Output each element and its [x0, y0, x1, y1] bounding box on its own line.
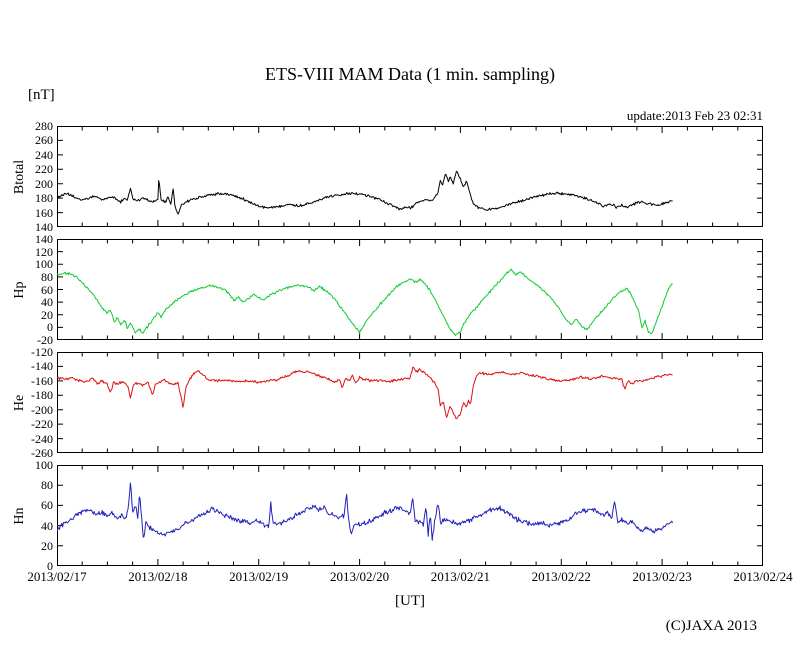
y-tick-label: 200 [35, 176, 53, 191]
y-tick-label: 80 [41, 269, 53, 284]
axis-ticks [58, 240, 762, 339]
x-tick-label: 2013/02/24 [733, 569, 793, 584]
y-unit-label: [nT] [28, 87, 55, 103]
y-tick-label: 220 [35, 162, 53, 177]
x-tick-label: 2013/02/19 [229, 569, 289, 584]
panel-border [57, 239, 763, 340]
x-tick-label: 2013/02/20 [329, 569, 390, 584]
update-timestamp: update:2013 Feb 23 02:31 [626, 108, 763, 123]
y-tick-label: 140 [35, 220, 53, 234]
series-hp [57, 268, 673, 336]
panel-ylabel-hp: Hp [12, 280, 27, 299]
y-tick-label: 0 [47, 320, 53, 335]
series-btotal [57, 170, 673, 215]
y-tick-label: 20 [41, 307, 53, 322]
panel-btotal-plot [57, 126, 763, 227]
y-tick-label: 20 [41, 538, 53, 553]
y-tick-label: 280 [35, 119, 53, 133]
y-tick-label: -180 [31, 388, 53, 403]
panel-border [57, 126, 763, 227]
y-tick-label: 40 [41, 295, 53, 310]
panel-ylabel-he: He [12, 394, 27, 411]
y-tick-label: -240 [31, 431, 53, 446]
panel-ylabel-btotal: Btotal [12, 159, 27, 194]
y-tick-label: 40 [41, 518, 53, 533]
y-tick-label: -20 [37, 333, 53, 347]
y-tick-label: 240 [35, 147, 53, 162]
y-tick-label: 160 [35, 205, 53, 220]
series-hn [57, 482, 674, 541]
panel-ylabel-hn: Hn [12, 506, 27, 525]
y-tick-label: 80 [41, 478, 53, 493]
x-axis-label: [UT] [395, 593, 425, 609]
copyright-notice: (C)JAXA 2013 [665, 618, 757, 634]
x-tick-label: 2013/02/21 [430, 569, 491, 584]
y-tick-label: 100 [35, 257, 53, 272]
y-tick-label: 120 [35, 244, 53, 259]
y-tick-label: 180 [35, 191, 53, 206]
series-he [57, 366, 673, 420]
panel-border [57, 465, 763, 566]
y-tick-label: -140 [31, 359, 53, 374]
page-title: ETS-VIII MAM Data (1 min. sampling) [265, 64, 555, 84]
x-tick-label: 2013/02/22 [531, 569, 591, 584]
panel-he-plot [57, 352, 763, 453]
x-tick-label: 2013/02/17 [27, 569, 87, 584]
y-tick-label: -120 [31, 345, 53, 359]
x-tick-label: 2013/02/23 [632, 569, 692, 584]
panel-hp-plot [57, 239, 763, 340]
y-tick-label: -200 [31, 402, 53, 417]
axis-ticks [58, 466, 762, 565]
y-tick-label: 60 [41, 498, 53, 513]
y-tick-label: 140 [35, 232, 53, 246]
y-tick-label: -260 [31, 446, 53, 460]
x-tick-label: 2013/02/18 [128, 569, 188, 584]
axis-ticks [58, 127, 762, 226]
y-tick-label: 0 [47, 559, 53, 573]
y-tick-label: 100 [35, 458, 53, 472]
axis-ticks [58, 353, 762, 452]
panel-border [57, 352, 763, 453]
y-tick-label: -220 [31, 417, 53, 432]
y-tick-label: 60 [41, 282, 53, 297]
panel-hn-plot [57, 465, 763, 566]
y-tick-label: -160 [31, 373, 53, 388]
y-tick-label: 260 [35, 133, 53, 148]
